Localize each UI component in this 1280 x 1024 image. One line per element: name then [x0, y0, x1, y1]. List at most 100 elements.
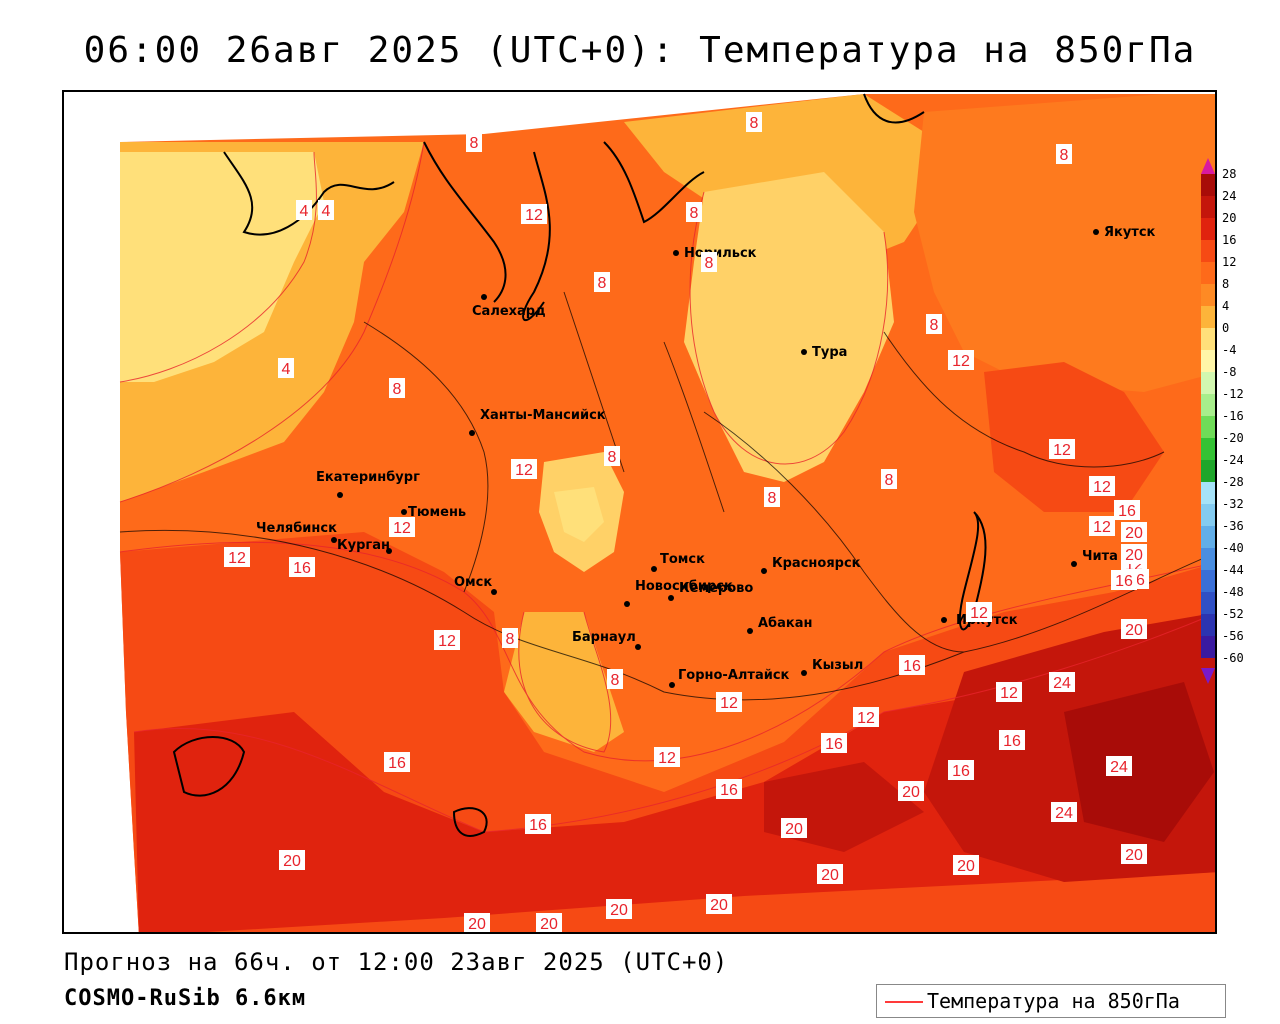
contour-label: 20 [902, 784, 920, 801]
city-dot [747, 628, 753, 634]
colorbar-tick-label: -44 [1222, 563, 1244, 577]
contour-label: 24 [1053, 675, 1071, 692]
contour-label: 20 [1125, 847, 1143, 864]
contour-label-box [224, 547, 250, 567]
contour-label-box [289, 557, 315, 577]
contour-label: 12 [228, 550, 246, 567]
city-label: Салехард [472, 304, 546, 319]
colorbar-tick-label: 8 [1222, 277, 1230, 291]
city-dot [337, 492, 343, 498]
contour-label: 12 [1000, 685, 1018, 702]
contour-label: 16 [903, 658, 921, 675]
city-dot [1093, 229, 1099, 235]
contour-label-box [746, 112, 762, 132]
colorbar-cell [1201, 460, 1215, 482]
contour-label: 20 [710, 897, 728, 914]
city-dot [401, 509, 407, 515]
colorbar-cell [1201, 548, 1215, 570]
colorbar-tick-label: 16 [1222, 233, 1237, 247]
contour-label: 8 [598, 275, 607, 292]
colorbar-tick-label: -16 [1222, 409, 1244, 423]
colorbar-cell [1201, 372, 1215, 394]
contour-label-box [948, 350, 974, 370]
contour-label-box [607, 669, 623, 689]
contour-label-box [1121, 522, 1147, 542]
contour-label-box [296, 200, 312, 220]
colorbar-cell [1201, 306, 1215, 328]
colorbar-cell [1201, 438, 1215, 460]
colorbar-tick-label: -12 [1222, 387, 1244, 401]
contour-label: 16 [1118, 503, 1136, 520]
city-dot [801, 349, 807, 355]
contour-label-box [953, 855, 979, 875]
contour-label: 8 [611, 672, 620, 689]
contour-label-box [853, 707, 879, 727]
contour-label: 20 [1125, 525, 1143, 542]
legend-line [885, 1001, 923, 1003]
colorbar-tick-label: 12 [1222, 255, 1237, 269]
contour-label: 4 [282, 361, 291, 378]
city-dot [1071, 561, 1077, 567]
colorbar-top-arrow [1201, 158, 1215, 174]
city-label: Ханты-Мансийск [480, 408, 606, 423]
colorbar-cell [1201, 328, 1215, 350]
city-label: Чита [1082, 549, 1118, 564]
colorbar-tick-label: -52 [1222, 607, 1244, 621]
colorbar-cell [1201, 218, 1215, 240]
contour-label-box [966, 602, 992, 622]
colorbar-tick-label: 28 [1222, 167, 1237, 181]
contour-label-box [389, 378, 405, 398]
colorbar-tick-label: -8 [1222, 365, 1237, 379]
contour-label: 8 [930, 317, 939, 334]
contour-label: 20 [1125, 547, 1143, 564]
contour-label-box [781, 818, 807, 838]
colorbar-cell [1201, 592, 1215, 614]
legend-label: Температура на 850гПа [927, 989, 1180, 1013]
colorbar-tick-label: -32 [1222, 497, 1244, 511]
city-label: Норильск [684, 246, 757, 261]
colorbar-cell [1201, 350, 1215, 372]
map-legend: Температура на 850гПа [876, 984, 1226, 1018]
city-label: Якутск [1104, 225, 1156, 240]
city-dot [481, 294, 487, 300]
contour-label: 8 [768, 490, 777, 507]
contour-label: 8 [1060, 147, 1069, 164]
colorbar-cell [1201, 526, 1215, 548]
city-label: Курган [337, 538, 390, 553]
contour-label-box [279, 850, 305, 870]
contour-label: 8 [506, 631, 515, 648]
city-label: Барнаул [572, 630, 636, 645]
colorbar-tick-label: -36 [1222, 519, 1244, 533]
contour-label: 12 [515, 462, 533, 479]
contour-label-box [1089, 476, 1115, 496]
colorbar-cell [1201, 614, 1215, 636]
contour-label-box [899, 655, 925, 675]
map-panel: Якутск Норильск Салехард Тура Ханты-Мансийск… [62, 90, 1217, 934]
colorbar-cell [1201, 504, 1215, 526]
contour-label-box [764, 487, 780, 507]
colorbar-tick-label: -60 [1222, 651, 1244, 665]
city-dot [624, 601, 630, 607]
contour-label-box [999, 730, 1025, 750]
colorbar-cell [1201, 416, 1215, 438]
city-label: Новосибирск [635, 579, 733, 594]
city-markers: Якутск Норильск Салехард Тура Ханты-Мансийск… [256, 225, 1156, 688]
model-caption: COSMO-RuSib 6.6км [64, 986, 307, 1011]
city-label: Тура [812, 345, 847, 360]
city-label: Челябинск [256, 521, 337, 536]
city-label: Тюмень [408, 505, 466, 520]
map-title: 06:00 26авг 2025 (UTC+0): Температура на… [83, 30, 1197, 71]
colorbar-bottom-arrow [1201, 668, 1215, 684]
colorbar-cell [1201, 240, 1215, 262]
contour-label-box [1106, 756, 1132, 776]
contour-label: 12 [1093, 519, 1111, 536]
colorbar-cells [1201, 174, 1215, 658]
city-dot [668, 595, 674, 601]
colorbar-tick-label: -4 [1222, 343, 1237, 357]
city-label: Омск [454, 575, 492, 590]
contour-label: 12 [658, 750, 676, 767]
contour-label-box [384, 752, 410, 772]
contour-label-box [686, 202, 702, 222]
contour-label: 12 [438, 633, 456, 650]
